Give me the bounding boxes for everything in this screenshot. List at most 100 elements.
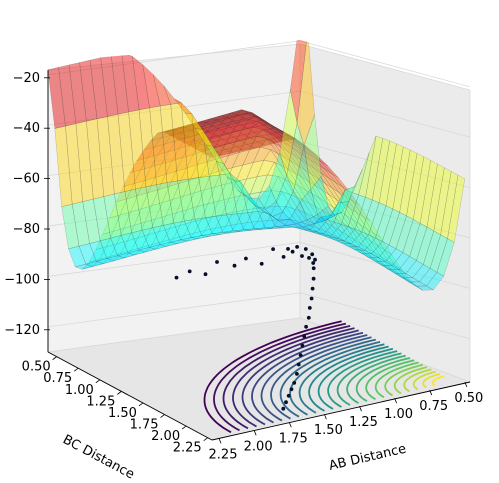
trajectory-point (295, 245, 299, 249)
surface-patch (296, 40, 315, 147)
surface-patch (208, 225, 227, 237)
x-axis-label: AB Distance (328, 442, 408, 474)
surface-patch (233, 179, 252, 199)
x-tick-mark (394, 397, 397, 404)
surface-patch (341, 186, 360, 206)
surface-patch (329, 214, 348, 236)
surface-patch (128, 109, 147, 190)
surface-patch (170, 102, 189, 182)
surface-patch (208, 174, 227, 217)
surface-patch (316, 227, 335, 240)
surface-patch (384, 265, 403, 279)
surface-patch (262, 119, 280, 131)
y-tick-label: 1.25 (86, 394, 115, 409)
surface-patch (264, 127, 284, 134)
surface-patch (319, 219, 338, 238)
z-tick-label: −100 (4, 272, 40, 287)
surface-patch (275, 175, 294, 213)
surface-patch (207, 183, 226, 204)
x-tick-mark (253, 430, 257, 436)
surface-patch (132, 55, 150, 111)
surface-patch (372, 138, 390, 203)
z-tick-label: −20 (13, 71, 40, 86)
surface-patch (222, 230, 241, 234)
surface-patch (167, 127, 186, 131)
surface-patch (357, 234, 376, 251)
surface-patch (211, 198, 230, 218)
trajectory-point (286, 393, 291, 398)
y-tick-mark (117, 391, 122, 395)
surface-patch (260, 174, 279, 193)
surface-patch (335, 199, 354, 221)
surface-patch (244, 116, 263, 123)
surface-patch (245, 112, 263, 122)
surface-patch (190, 203, 209, 223)
surface-patch (159, 104, 178, 183)
surface-patch (191, 235, 209, 239)
surface-patch (292, 226, 311, 230)
surface-patch (184, 218, 203, 238)
surface-patch (210, 155, 229, 175)
trajectory-point (303, 247, 308, 251)
surface-patch (259, 122, 278, 139)
surface-patch (280, 165, 300, 187)
surface-patch (301, 177, 320, 199)
surface-patch (304, 169, 323, 191)
surface-patch (230, 109, 250, 116)
surface-patch (326, 222, 344, 241)
surface-patch (190, 144, 210, 151)
surface-patch (142, 64, 161, 109)
surface-patch (291, 161, 309, 182)
surface-patch (280, 146, 299, 166)
surface-patch (225, 210, 244, 227)
surface-patch (226, 213, 245, 232)
surface-patch (330, 233, 348, 247)
surface-patch (102, 214, 121, 235)
surface-patch (95, 231, 114, 251)
surface-patch (339, 230, 358, 249)
surface-patch (364, 252, 382, 266)
surface-patch (151, 228, 170, 245)
surface-patch (276, 129, 294, 145)
trajectory-point (300, 343, 305, 348)
surface-patch (269, 133, 288, 152)
surface-patch (333, 239, 352, 244)
surface-patch (74, 263, 94, 270)
surface-patch (188, 121, 207, 126)
surface-patch (110, 235, 129, 256)
surface-patch (245, 126, 264, 140)
surface-patch (341, 192, 359, 227)
surface-patch (349, 227, 368, 249)
surface-patch (309, 224, 328, 238)
surface-patch (275, 225, 293, 229)
surface-patch (302, 216, 321, 230)
surface-patch (127, 249, 147, 256)
surface-patch (353, 219, 371, 242)
surface-patch (269, 125, 288, 141)
surface-patch (212, 139, 231, 146)
surface-patch (175, 154, 194, 172)
contour-line (384, 363, 424, 397)
surface-patch (289, 134, 307, 147)
surface-patch (131, 229, 150, 251)
surface-patch (95, 258, 115, 264)
z-tick-label: −120 (4, 323, 40, 338)
surface-patch (103, 193, 122, 239)
surface-patch (338, 192, 357, 213)
surface-patch (184, 140, 203, 148)
surface-patch (141, 227, 160, 248)
surface-patch (258, 185, 277, 210)
contour-lines (203, 320, 445, 434)
surface-patch (279, 129, 298, 144)
z-tick-label: −60 (13, 172, 40, 187)
surface-patch (212, 231, 230, 235)
surface-patch (298, 210, 318, 228)
surface-patch (182, 176, 201, 197)
surface-patch (194, 138, 214, 145)
surface-patch (197, 147, 217, 155)
surface-patch (140, 189, 159, 210)
x-tick-mark (288, 422, 292, 428)
surface-patch (197, 186, 216, 207)
surface-patch (201, 141, 220, 149)
surface-patch (99, 237, 118, 259)
